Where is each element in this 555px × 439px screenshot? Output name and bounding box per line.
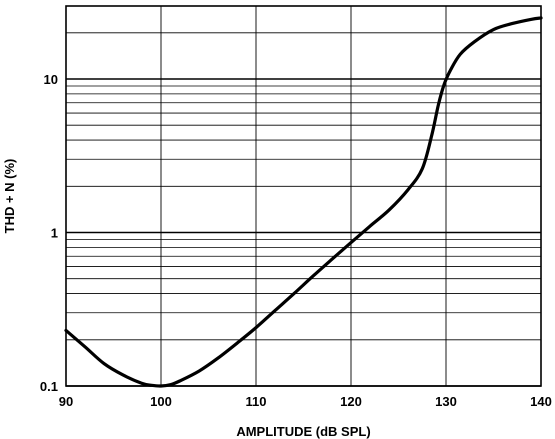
x-tick-label: 140: [530, 394, 552, 409]
y-axis-title: THD + N (%): [2, 159, 17, 234]
x-tick-labels: 90 100 110 120 130 140: [59, 394, 552, 409]
y-tick-label: 10: [44, 72, 58, 87]
y-tick-label: 1: [51, 226, 58, 241]
plot-frame: [65, 5, 542, 387]
x-axis-title: AMPLITUDE (dB SPL): [236, 424, 370, 439]
grid: [65, 6, 542, 387]
x-tick-label: 120: [340, 394, 362, 409]
thd-curve-line: [64, 16, 543, 388]
y-tick-label: 0.1: [40, 379, 58, 394]
data-series: [64, 16, 543, 388]
x-tick-label: 100: [150, 394, 172, 409]
y-tick-labels: 0.1 1 10: [40, 72, 58, 394]
x-tick-label: 90: [59, 394, 73, 409]
x-tick-label: 130: [435, 394, 457, 409]
x-tick-label: 110: [246, 394, 267, 409]
